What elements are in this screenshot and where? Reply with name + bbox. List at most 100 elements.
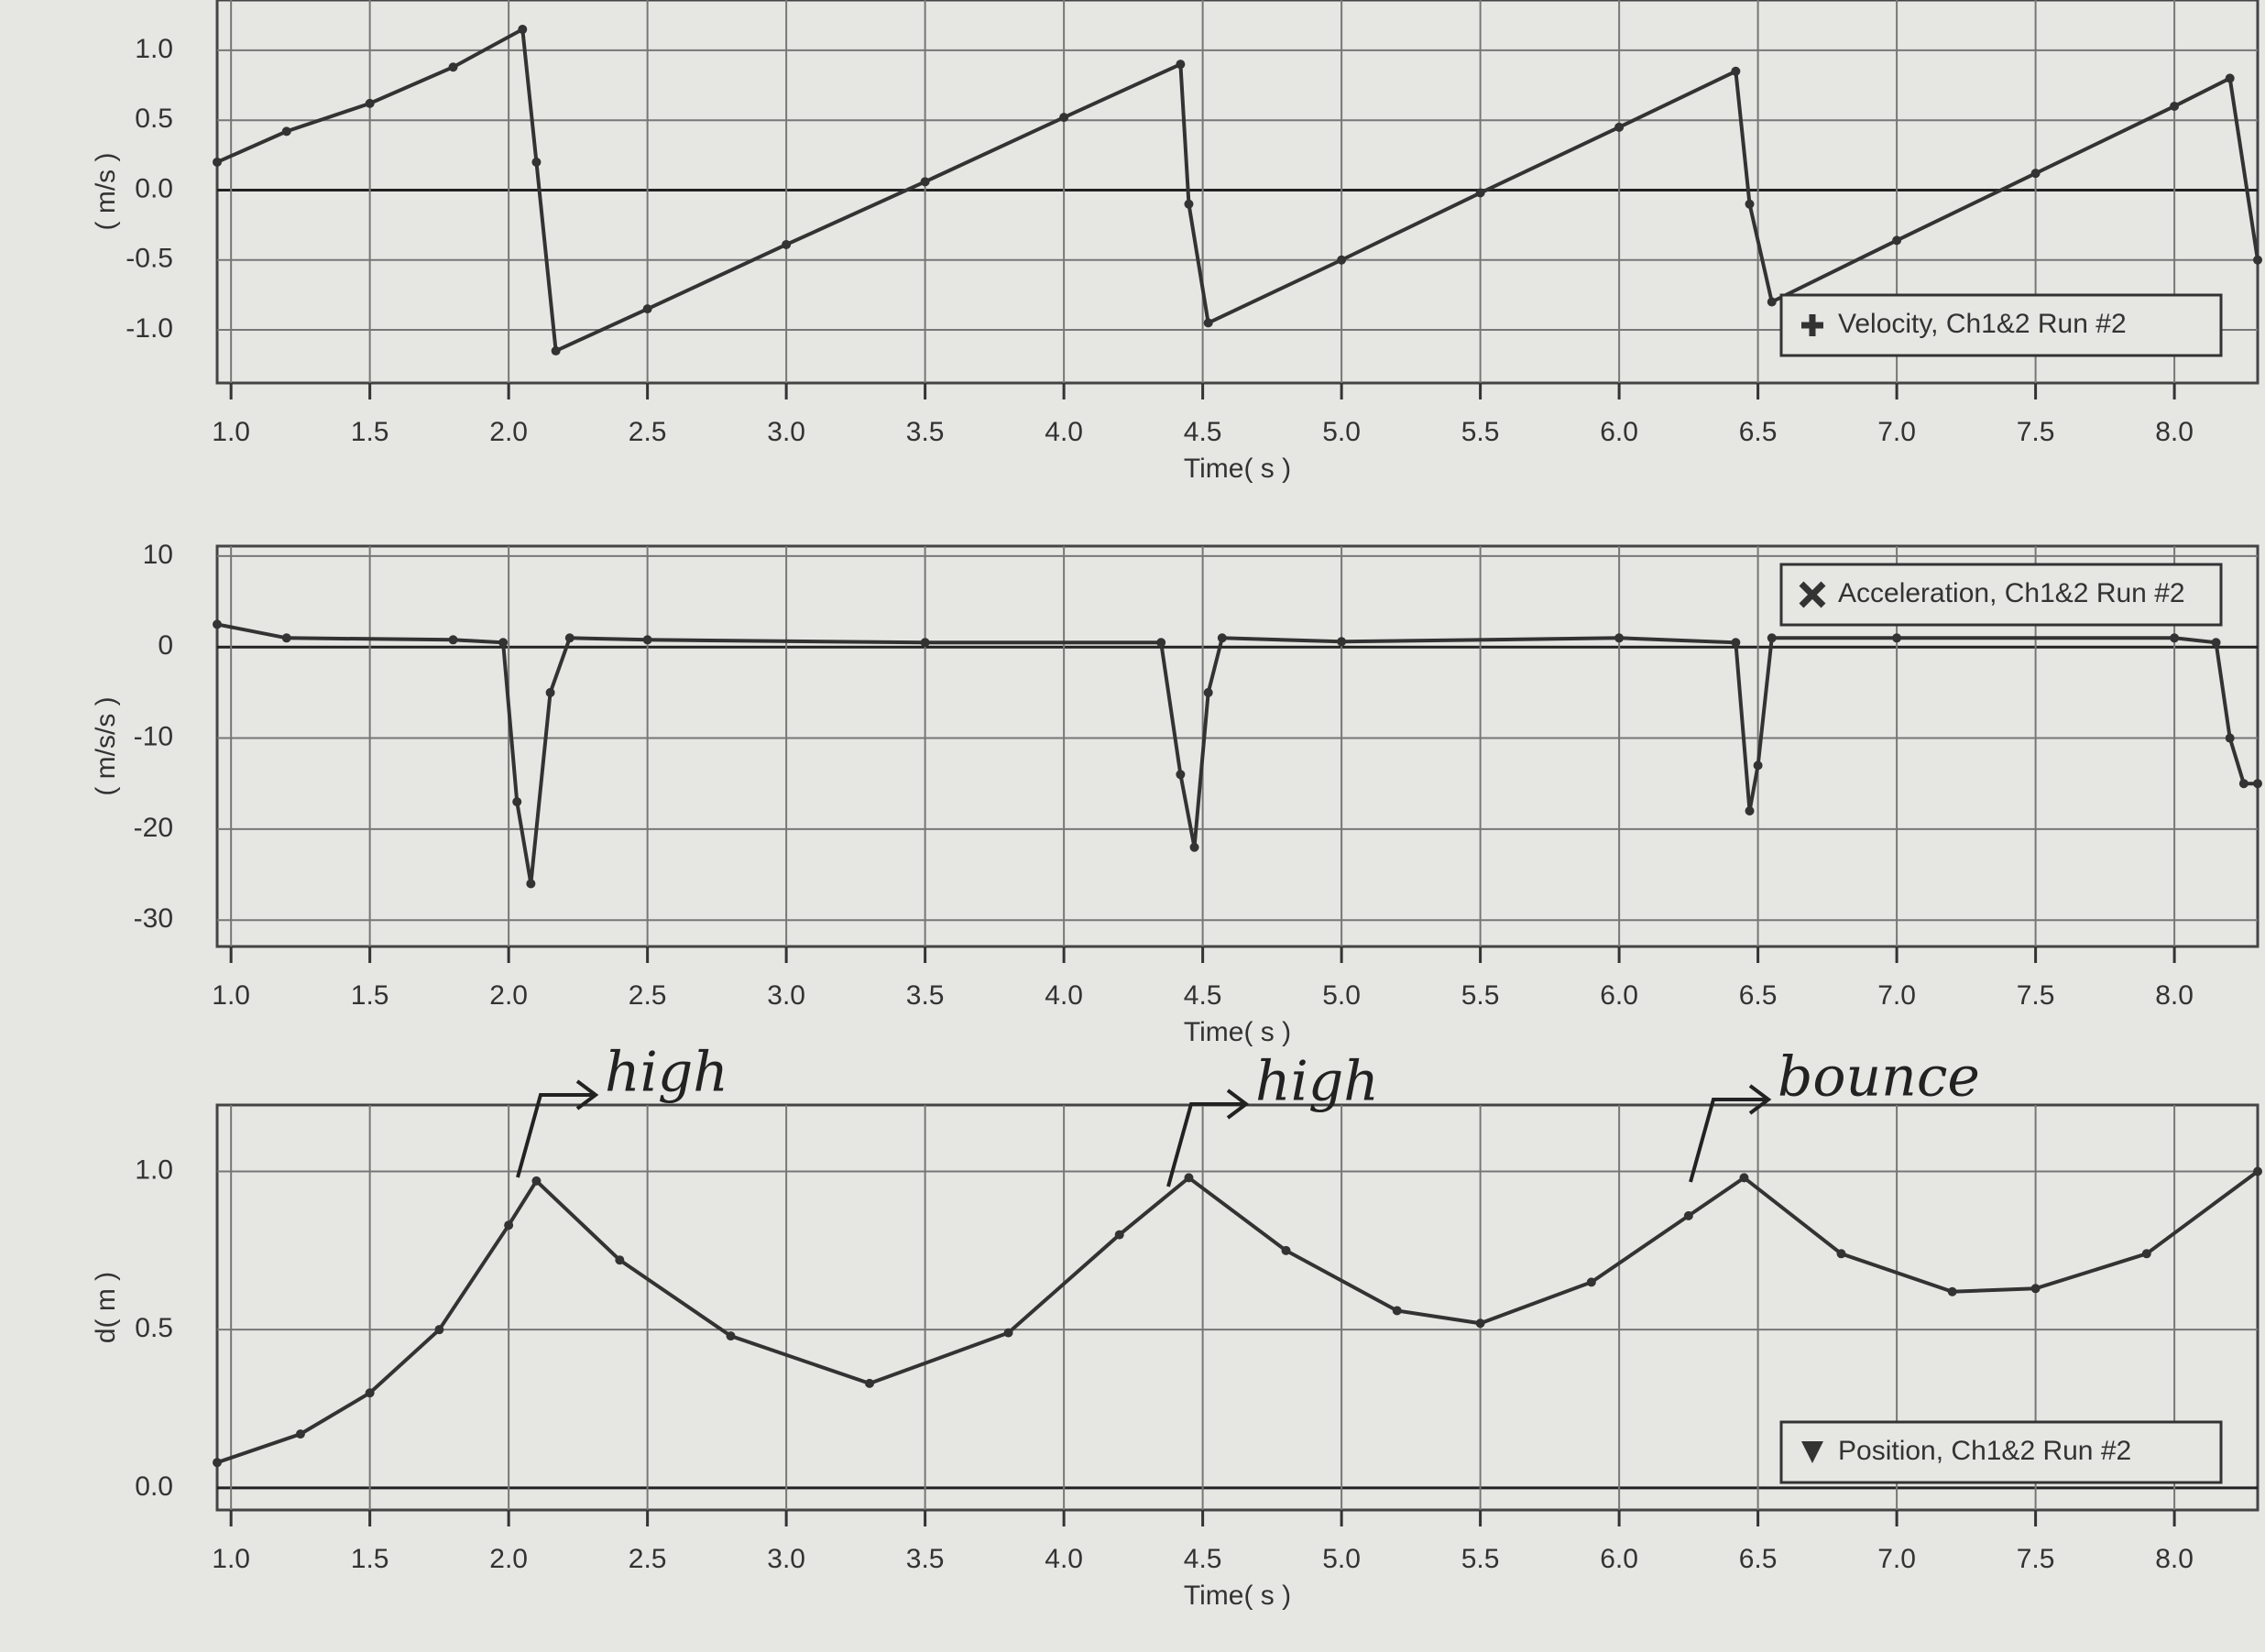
x-tick-label: 6.0 (1600, 980, 1638, 1011)
legend-box (1779, 293, 2223, 357)
x-tick-label: 3.0 (767, 417, 805, 447)
data-point (1892, 235, 1902, 246)
data-point (1003, 1328, 1013, 1338)
data-point (213, 619, 222, 629)
legend-label: Position, Ch1&2 Run #2 (1838, 1436, 2131, 1466)
x-tick-label: 3.5 (906, 417, 945, 447)
legend-box (1779, 1420, 2223, 1484)
x-tick-label: 6.5 (1739, 1544, 1778, 1574)
y-tick-label: -30 (134, 903, 173, 934)
x-tick-label: 4.0 (1045, 980, 1083, 1011)
data-point (2211, 638, 2221, 648)
data-point (512, 797, 522, 807)
data-point (531, 1176, 542, 1186)
y-tick-label: 0.0 (135, 173, 173, 203)
data-point (1114, 1230, 1124, 1240)
data-point (1586, 1277, 1596, 1287)
x-tick-label: 7.5 (2017, 1544, 2055, 1574)
x-tick-label: 5.0 (1322, 417, 1361, 447)
data-point (448, 62, 458, 72)
data-point (1189, 842, 1199, 852)
x-tick-label: 7.0 (1877, 980, 1916, 1011)
data-point (365, 1388, 375, 1398)
data-point (2030, 169, 2041, 179)
x-tick-label: 6.0 (1600, 1544, 1638, 1574)
x-tick-label: 4.0 (1045, 417, 1083, 447)
data-point (545, 687, 555, 697)
data-point (615, 1255, 625, 1265)
annotation: bounce (1778, 1045, 1980, 1110)
legend-label: Velocity, Ch1&2 Run #2 (1838, 309, 2127, 339)
data-point (2141, 1249, 2151, 1259)
x-tick-label: 2.5 (629, 1544, 667, 1574)
data-point (920, 177, 930, 187)
data-point (1731, 66, 1741, 76)
data-point (2030, 1284, 2041, 1294)
data-point (213, 157, 222, 167)
x-tick-label: 6.5 (1739, 980, 1778, 1011)
data-point (1203, 687, 1213, 697)
data-point (2170, 633, 2180, 643)
x-tick-label: 2.5 (629, 417, 667, 447)
x-tick-label: 4.0 (1045, 1544, 1083, 1574)
x-tick-label: 8.0 (2155, 1544, 2194, 1574)
x-tick-label: 1.5 (351, 417, 389, 447)
data-point (642, 304, 652, 314)
data-point (1475, 1318, 1485, 1329)
x-axis-label: Time( s ) (1184, 454, 1291, 484)
data-point (551, 345, 561, 356)
y-tick-label: 0.5 (135, 1313, 173, 1343)
data-point (1337, 637, 1347, 647)
x-tick-label: 3.0 (767, 1544, 805, 1574)
x-tick-label: 8.0 (2155, 417, 2194, 447)
y-tick-label: -0.5 (126, 244, 173, 274)
x-tick-label: 2.5 (629, 980, 667, 1011)
y-tick-label: 0.5 (135, 104, 173, 134)
annotation: high (1255, 1050, 1379, 1114)
annotation-arrow (516, 1079, 599, 1178)
x-tick-label: 4.5 (1184, 980, 1222, 1011)
x-tick-label: 2.0 (489, 980, 528, 1011)
data-point (2170, 101, 2180, 111)
x-tick-label: 2.0 (489, 1544, 528, 1574)
data-point (2238, 779, 2249, 789)
x-tick-label: 1.5 (351, 1544, 389, 1574)
data-point (782, 239, 792, 249)
y-tick-label: 1.0 (135, 1154, 173, 1185)
data-point (1683, 1210, 1693, 1220)
legend-marker (1801, 314, 1823, 336)
data-point (365, 98, 375, 108)
annotation: high (605, 1041, 728, 1105)
x-tick-label: 3.5 (906, 1544, 945, 1574)
x-axis-label: Time( s ) (1184, 1017, 1291, 1047)
y-tick-label: 0 (158, 630, 173, 661)
data-point (1176, 60, 1186, 70)
x-tick-label: 1.0 (212, 980, 250, 1011)
y-axis-label: d( m ) (91, 1272, 121, 1343)
y-axis-label: ( m/s ) (91, 153, 121, 231)
data-point (1947, 1286, 1957, 1296)
data-point (1614, 122, 1625, 132)
x-axis-label: Time( s ) (1184, 1581, 1291, 1611)
data-point (1892, 633, 1902, 643)
data-point (518, 25, 528, 35)
x-tick-label: 1.5 (351, 980, 389, 1011)
data-point (1731, 638, 1741, 648)
x-tick-label: 2.0 (489, 417, 528, 447)
x-tick-label: 5.0 (1322, 980, 1361, 1011)
data-point (564, 633, 574, 643)
data-point (1059, 113, 1069, 123)
data-point (1745, 806, 1755, 816)
y-tick-label: -1.0 (126, 313, 173, 344)
legend-box (1779, 563, 2223, 627)
x-tick-label: 8.0 (2155, 980, 2194, 1011)
y-tick-label: -20 (134, 813, 173, 843)
data-point (1203, 318, 1213, 328)
y-tick-label: 10 (143, 540, 173, 570)
x-tick-label: 6.0 (1600, 417, 1638, 447)
data-point (2253, 255, 2262, 265)
plot-area (215, 0, 2260, 385)
x-tick-label: 7.0 (1877, 1544, 1916, 1574)
